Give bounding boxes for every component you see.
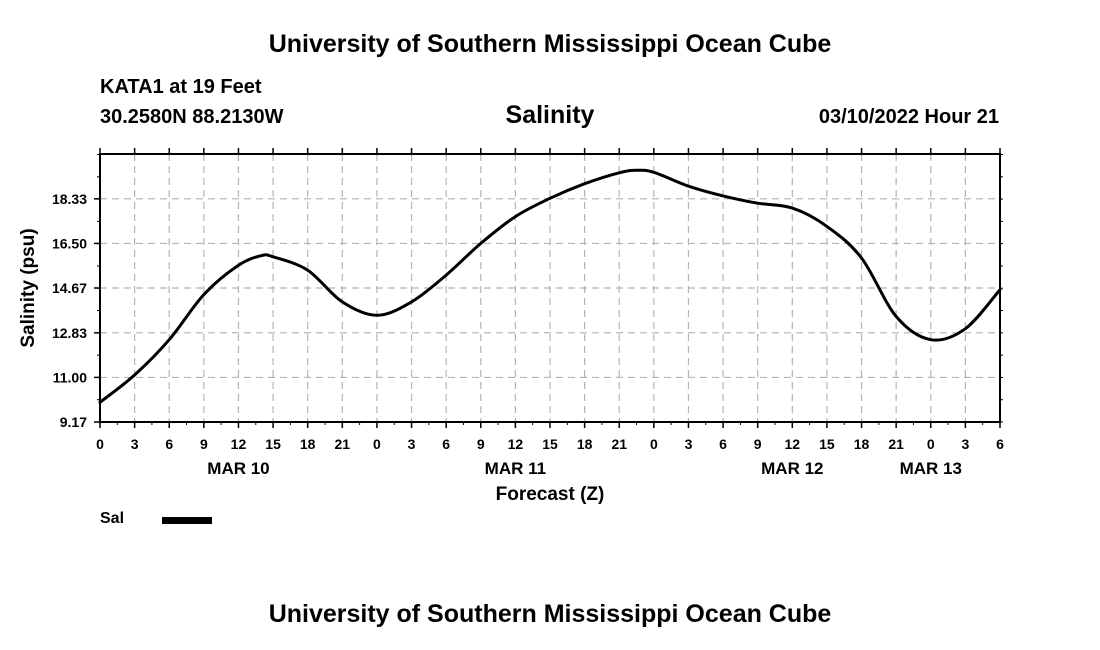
y-tick-labels: 9.17 11.00 12.83 14.67 16.50 18.33 xyxy=(52,191,87,430)
x-tick-label: 18 xyxy=(300,436,316,452)
x-tick-label: 12 xyxy=(231,436,247,452)
y-tick-label: 12.83 xyxy=(52,325,87,341)
x-tick-label: 9 xyxy=(477,436,485,452)
x-tick-label: 12 xyxy=(785,436,801,452)
x-tick-label: 0 xyxy=(650,436,658,452)
x-tick-label: 15 xyxy=(542,436,558,452)
y-tick-label: 18.33 xyxy=(52,191,87,207)
x-tick-label: 6 xyxy=(442,436,450,452)
plot-frame xyxy=(99,153,1001,423)
date-label: MAR 12 xyxy=(761,459,823,478)
x-tick-label: 21 xyxy=(335,436,351,452)
x-tick-label: 21 xyxy=(611,436,627,452)
x-tick-label: 0 xyxy=(96,436,104,452)
x-tick-label: 21 xyxy=(888,436,904,452)
x-tick-label: 6 xyxy=(165,436,173,452)
x-tick-label: 0 xyxy=(927,436,935,452)
x-tick-labels: 0 3 6 9 12 15 18 21 0 3 6 9 12 15 18 21 0 3 6 9 12 15 18 21 0 3 6 xyxy=(96,436,1004,452)
page-title: University of Southern Mississippi Ocean… xyxy=(268,30,832,58)
x-tick-label: 3 xyxy=(131,436,139,452)
station-label: KATA1 at 19 Feet xyxy=(100,76,262,98)
legend-label: Sal xyxy=(100,510,125,527)
page-footer-title: University of Southern Mississippi Ocean… xyxy=(268,600,832,628)
x-tick-label: 15 xyxy=(819,436,835,452)
grid-lines xyxy=(100,154,1000,422)
x-tick-label: 18 xyxy=(577,436,593,452)
x-tick-label: 6 xyxy=(719,436,727,452)
x-tick-label: 3 xyxy=(685,436,693,452)
y-axis-label: Salinity (psu) xyxy=(18,228,39,347)
x-tick-label: 18 xyxy=(854,436,870,452)
station-coordinates: 30.2580N 88.2130W xyxy=(100,106,284,128)
x-axis-label: Forecast (Z) xyxy=(496,484,605,505)
y-tick-label: 9.17 xyxy=(60,414,87,430)
salinity-series-line xyxy=(98,168,1002,404)
x-tick-label: 9 xyxy=(200,436,208,452)
y-tick-label: 14.67 xyxy=(52,280,87,296)
legend-line-swatch xyxy=(162,517,212,524)
y-tick-label: 11.00 xyxy=(53,369,87,385)
chart-title: Salinity xyxy=(505,101,595,129)
date-label: MAR 11 xyxy=(485,459,546,478)
x-tick-label: 0 xyxy=(373,436,381,452)
y-tick-label: 16.50 xyxy=(52,235,87,251)
x-tick-label: 6 xyxy=(996,436,1004,452)
x-tick-label: 9 xyxy=(754,436,762,452)
x-tick-label: 3 xyxy=(408,436,416,452)
x-tick-label: 3 xyxy=(961,436,969,452)
date-label: MAR 13 xyxy=(900,459,962,478)
date-label: MAR 10 xyxy=(207,459,269,478)
date-labels: MAR 10 MAR 11 MAR 12 MAR 13 xyxy=(207,459,962,478)
x-tick-label: 12 xyxy=(508,436,524,452)
forecast-datetime: 03/10/2022 Hour 21 xyxy=(818,106,999,128)
x-tick-label: 15 xyxy=(265,436,281,452)
